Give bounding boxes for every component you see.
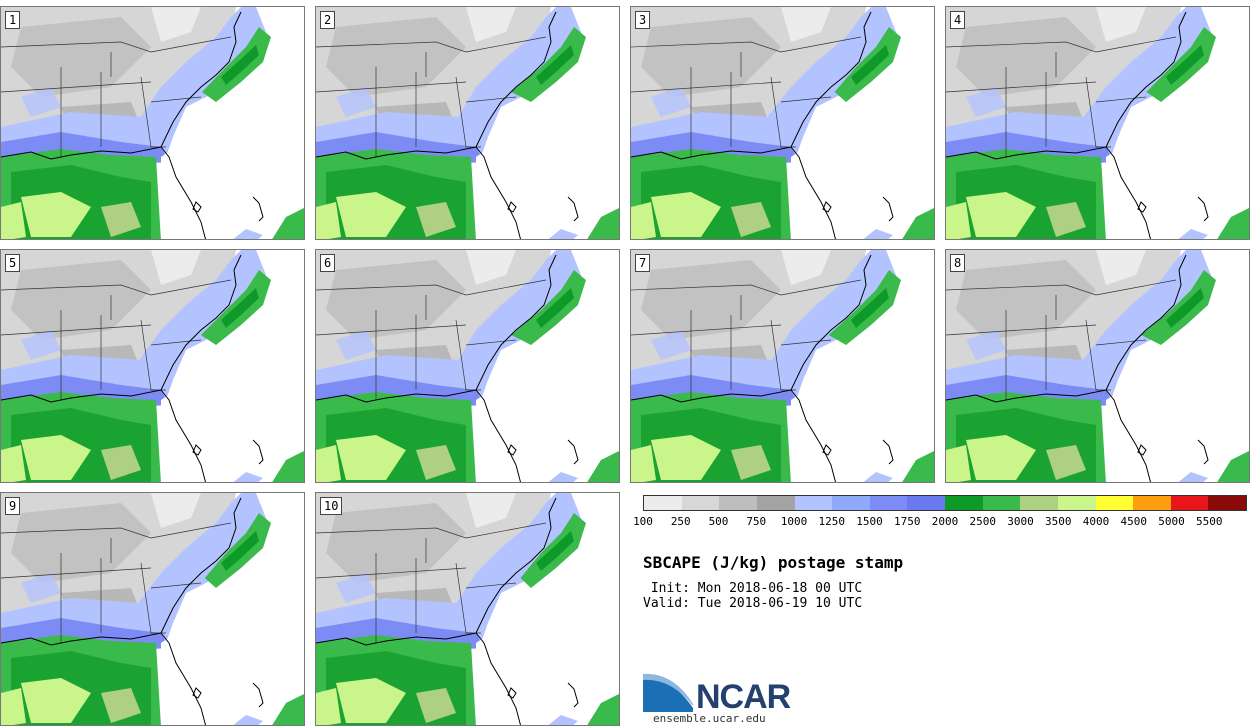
member-label: 5 [5, 254, 21, 272]
ncar-url: ensemble.ucar.edu [653, 712, 766, 725]
member-label: 9 [5, 497, 21, 515]
stamp-panel-5: 5 [0, 249, 305, 483]
colorbar-swatch [907, 496, 945, 510]
colorbar-tick-label: 5500 [1196, 515, 1223, 528]
valid-time: Valid: Tue 2018-06-19 10 UTC [643, 596, 863, 611]
colorbar-tick-label: 3000 [1007, 515, 1034, 528]
colorbar-tick-label: 1500 [856, 515, 883, 528]
stamp-panel-4: 4 [945, 6, 1250, 240]
map [1, 493, 304, 725]
stamp-panel-2: 2 [315, 6, 620, 240]
stamp-panel-6: 6 [315, 249, 620, 483]
colorbar-swatch [1133, 496, 1171, 510]
colorbar-tick-label: 4000 [1082, 515, 1110, 528]
colorbar-tick-label: 5000 [1158, 515, 1185, 528]
colorbar-swatch [832, 496, 870, 510]
colorbar-ticks: 100 250 500 750 1000 1250 1500 1750 2000 2500 3000… [633, 515, 1247, 529]
colorbar-tick-label: 1750 [894, 515, 921, 528]
colorbar-tick-label: 750 [746, 515, 767, 528]
map [316, 250, 619, 482]
member-label: 8 [950, 254, 966, 272]
colorbar-tick-label: 1000 [780, 515, 808, 528]
map [316, 7, 619, 239]
colorbar-swatch [869, 496, 908, 510]
colorbar-swatch [756, 496, 795, 510]
colorbar-tick-label: 3500 [1045, 515, 1072, 528]
map [946, 250, 1249, 482]
colorbar-swatch [719, 496, 757, 510]
stamp-panel-1: 1 [0, 6, 305, 240]
stamp-panel-8: 8 [945, 249, 1250, 483]
map [631, 7, 934, 239]
stamp-panel-3: 3 [630, 6, 935, 240]
member-label: 6 [320, 254, 336, 272]
colorbar [643, 495, 1247, 511]
plot-title: SBCAPE (J/kg) postage stamp [643, 553, 904, 572]
colorbar-tick-label: 2000 [931, 515, 959, 528]
map [316, 493, 619, 725]
member-label: 2 [320, 11, 336, 29]
map [1, 250, 304, 482]
stamp-panel-7: 7 [630, 249, 935, 483]
member-label: 7 [635, 254, 651, 272]
map [946, 7, 1249, 239]
member-label: 1 [5, 11, 21, 29]
colorbar-swatch [945, 496, 983, 510]
colorbar-tick-label: 100 [633, 515, 653, 528]
colorbar-swatch [681, 496, 720, 510]
colorbar-swatch [1095, 496, 1134, 510]
colorbar-swatch [1208, 496, 1246, 510]
member-label: 10 [320, 497, 343, 515]
colorbar-tick-label: 4500 [1120, 515, 1148, 528]
ncar-wordmark: NCAR [696, 678, 791, 716]
colorbar-swatch [644, 496, 682, 510]
stamp-panel-10: 10 [315, 492, 620, 726]
stamp-panel-9: 9 [0, 492, 305, 726]
colorbar-swatch [1170, 496, 1209, 510]
colorbar-swatch [794, 496, 833, 510]
colorbar-tick-label: 2500 [969, 515, 997, 528]
colorbar-tick-label: 1250 [818, 515, 846, 528]
map [1, 7, 304, 239]
map [631, 250, 934, 482]
member-label: 4 [950, 11, 966, 29]
colorbar-swatch [982, 496, 1021, 510]
colorbar-swatch [1057, 496, 1096, 510]
colorbar-swatch [1020, 496, 1058, 510]
colorbar-tick-label: 250 [670, 515, 691, 528]
init-time: Init: Mon 2018-06-18 00 UTC [643, 581, 863, 596]
ncar-logo-icon [643, 673, 693, 712]
member-label: 3 [635, 11, 651, 29]
colorbar-tick-label: 500 [708, 515, 729, 528]
